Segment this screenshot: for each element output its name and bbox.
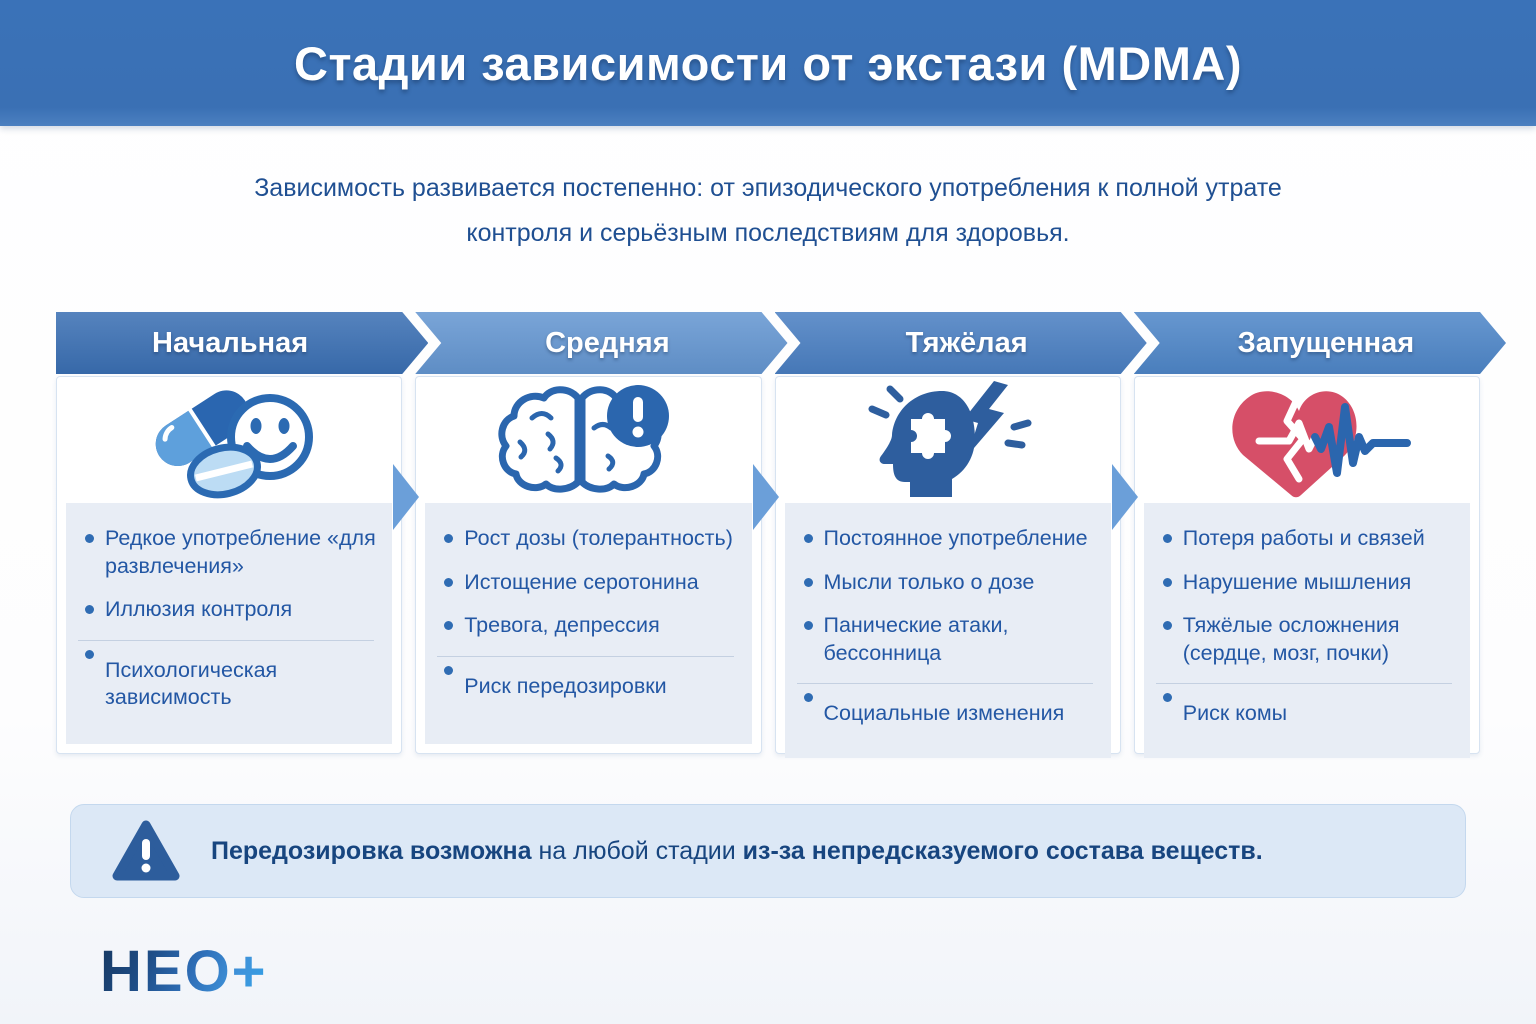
footer: НЕО+ — [100, 938, 1536, 1005]
stage-header-initial: Начальная — [56, 312, 428, 374]
list-item: Редкое употребление «для развлечения» — [78, 525, 378, 580]
stage-arrow-icon — [393, 464, 420, 530]
list-item: Психологическая зависимость — [78, 639, 375, 712]
pills-smiley-icon — [155, 390, 314, 499]
list-item: Постоянное употребление — [797, 525, 1097, 553]
list-item: Рост дозы (толерантность) — [437, 525, 737, 553]
page-title: Стадии зависимости от экстази (MDMA) — [294, 36, 1242, 90]
stage-card: Рост дозы (толерантность) Истощение серо… — [415, 376, 762, 754]
stage-list-panel: Редкое употребление «для развлечения» Ил… — [66, 503, 393, 744]
stage-list-panel: Рост дозы (толерантность) Истощение серо… — [425, 503, 752, 744]
icon-zone — [416, 377, 760, 503]
stage-header-severe: Тяжёлая — [775, 312, 1147, 374]
stages-row: Начальная — [56, 312, 1480, 758]
stage-list-panel: Постоянное употребление Мысли только о д… — [784, 503, 1111, 758]
stage-items: Постоянное употребление Мысли только о д… — [796, 525, 1097, 728]
stage-header-advanced: Запущенная — [1134, 312, 1506, 374]
page-subtitle: Зависимость развивается постепенно: от э… — [254, 174, 1282, 247]
warning-text-regular: на любой стадии — [531, 836, 743, 865]
list-item: Социальные изменения — [796, 683, 1093, 728]
stage-card: Потеря работы и связей Нарушение мышлени… — [1133, 376, 1480, 758]
icon-zone — [1135, 377, 1479, 503]
list-item: Риск передозировки — [437, 655, 734, 701]
stage-column-advanced: Запущенная Потеря работы и связей Наруше… — [1111, 312, 1480, 758]
list-item: Риск комы — [1155, 683, 1452, 728]
stage-arrow-icon — [752, 464, 779, 530]
stage-items: Рост дозы (толерантность) Истощение серо… — [437, 525, 737, 700]
neo-plus-logo: НЕО+ — [100, 939, 268, 1004]
warning-text-bold: Передозировка возможна — [211, 836, 532, 865]
warning-text-bold: из-за непредсказуемого состава веществ. — [742, 836, 1263, 865]
list-item: Истощение серотонина — [437, 569, 737, 597]
stage-arrow-icon — [1111, 464, 1138, 530]
broken-heart-ecg-icon — [1232, 391, 1411, 498]
stage-column-severe: Тяжёлая Постоянное употребление Мысли то… — [752, 312, 1121, 758]
list-item: Иллюзия контроля — [78, 596, 378, 624]
list-item: Тревога, депрессия — [437, 612, 737, 640]
icon-zone — [57, 377, 401, 503]
brain-warning-icon — [498, 385, 670, 493]
stage-header-middle: Средняя — [415, 312, 787, 374]
list-item: Панические атаки, бессонница — [797, 612, 1097, 667]
list-item: Мысли только о дозе — [797, 569, 1097, 597]
title-banner: Стадии зависимости от экстази (MDMA) — [0, 0, 1536, 126]
stage-card: Редкое употребление «для развлечения» Ил… — [56, 376, 403, 754]
warning-triangle-icon — [112, 820, 180, 881]
list-item: Нарушение мышления — [1156, 569, 1456, 597]
list-item: Тяжёлые осложнения (сердце, мозг, почки) — [1156, 612, 1456, 667]
stage-items: Редкое употребление «для развлечения» Ил… — [78, 525, 378, 712]
head-stress-icon — [868, 381, 1032, 497]
stage-column-middle: Средняя Рост доз — [393, 312, 762, 754]
stage-list-panel: Потеря работы и связей Нарушение мышлени… — [1143, 503, 1470, 758]
stage-card: Постоянное употребление Мысли только о д… — [774, 376, 1121, 758]
icon-zone — [776, 377, 1120, 503]
list-item: Потеря работы и связей — [1156, 525, 1456, 553]
warning-text: Передозировка возможна на любой стадии и… — [211, 837, 1263, 866]
stage-column-initial: Начальная — [56, 312, 402, 754]
stage-items: Потеря работы и связей Нарушение мышлени… — [1155, 525, 1456, 728]
warning-banner: Передозировка возможна на любой стадии и… — [70, 804, 1466, 898]
